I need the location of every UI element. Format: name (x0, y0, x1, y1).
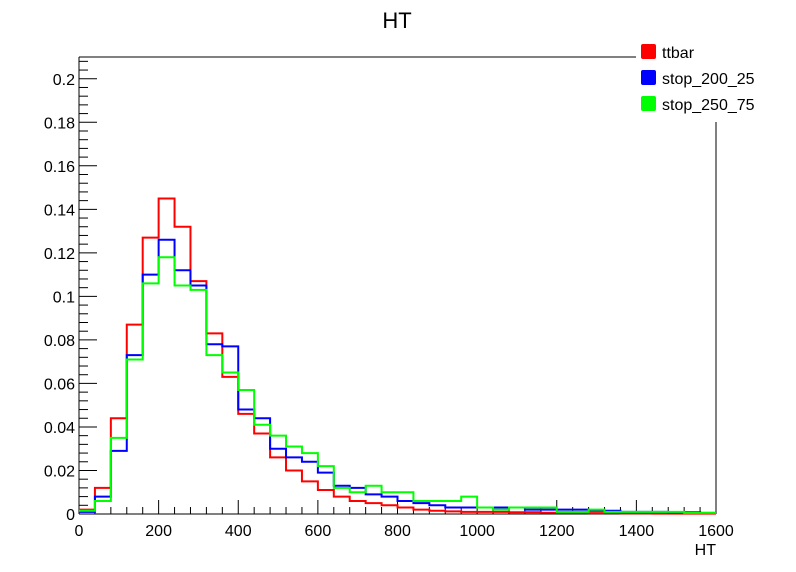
y-tick-label: 0.14 (44, 202, 75, 219)
x-tick-label: 400 (225, 523, 252, 540)
x-tick-label: 1000 (459, 523, 495, 540)
x-tick-label: 0 (75, 523, 84, 540)
x-tick-label: 800 (384, 523, 411, 540)
y-tick-label: 0.18 (44, 115, 75, 132)
x-tick-label: 200 (145, 523, 172, 540)
x-tick-label: 1200 (539, 523, 575, 540)
x-axis-label: HT (695, 542, 717, 559)
x-tick-label: 1600 (698, 523, 734, 540)
legend-label: stop_250_75 (662, 97, 755, 114)
y-tick-label: 0.04 (44, 420, 75, 437)
y-tick-label: 0 (66, 507, 75, 524)
y-tick-label: 0.06 (44, 376, 75, 393)
y-tick-label: 0.1 (53, 289, 75, 306)
x-tick-label: 1400 (619, 523, 655, 540)
legend-swatch (641, 70, 656, 85)
legend-label: stop_200_25 (662, 71, 755, 88)
series-stop_250_75-line (79, 256, 716, 514)
x-axis: 0 200 400 600 800 1000 1200 1400 1600 (75, 500, 734, 540)
chart-title: HT (382, 8, 411, 33)
series-ttbar-line (79, 197, 716, 515)
y-tick-label: 0.02 (44, 463, 75, 480)
legend: ttbar stop_200_25 stop_250_75 (636, 38, 755, 122)
series-layer (79, 197, 716, 515)
y-axis: 0 0.02 0.04 0.06 0.08 0.1 0.12 0.14 0.16 0.18 0.2 (44, 60, 97, 524)
legend-swatch (641, 96, 656, 111)
legend-swatch (641, 44, 656, 59)
legend-label: ttbar (662, 45, 695, 62)
y-tick-label: 0.16 (44, 159, 75, 176)
y-tick-label: 0.2 (53, 72, 75, 89)
x-tick-label: 600 (305, 523, 332, 540)
y-tick-label: 0.08 (44, 333, 75, 350)
y-tick-label: 0.12 (44, 246, 75, 263)
